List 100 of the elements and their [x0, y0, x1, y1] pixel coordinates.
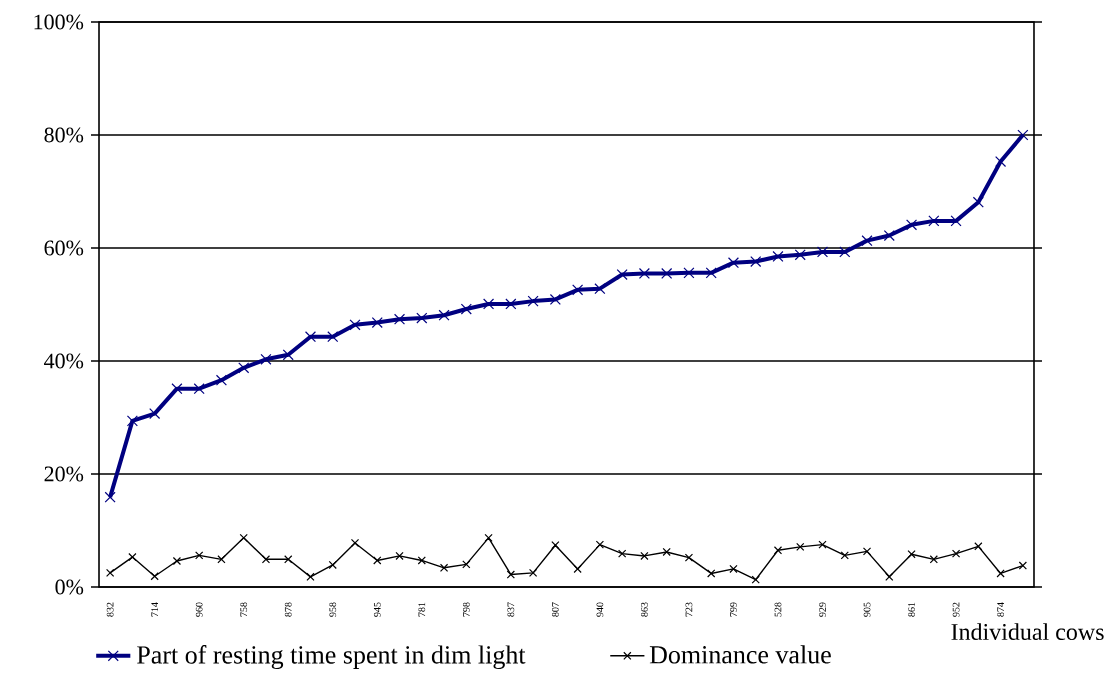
point — [907, 550, 916, 559]
point — [506, 570, 515, 579]
point — [171, 383, 183, 395]
point — [794, 249, 806, 261]
point — [150, 572, 159, 581]
y-tick-label: 100% — [34, 14, 84, 30]
point — [773, 546, 783, 555]
x-tick-label: 940 — [596, 602, 604, 617]
point — [573, 564, 582, 574]
x-tick-label: 528 — [774, 602, 782, 617]
point — [1018, 561, 1027, 570]
x-tick-label: 837 — [507, 602, 515, 617]
point — [885, 572, 894, 581]
x-tick-label: 929 — [819, 602, 826, 617]
point — [217, 555, 226, 564]
point — [750, 256, 762, 268]
point — [818, 540, 827, 549]
point — [729, 564, 738, 574]
point — [816, 246, 829, 258]
point — [261, 555, 271, 564]
point — [239, 533, 248, 542]
point — [349, 319, 361, 331]
x-tick-label: 863 — [641, 602, 648, 617]
point — [260, 353, 272, 365]
point — [284, 555, 293, 564]
point — [128, 552, 137, 562]
point — [861, 235, 873, 247]
point — [796, 542, 805, 552]
point — [104, 491, 116, 503]
x-axis-title: Individual cows — [951, 623, 1104, 641]
point — [683, 267, 695, 279]
point — [238, 362, 250, 374]
point — [906, 219, 918, 231]
point — [306, 572, 315, 581]
legend-label: Dominance value — [649, 645, 831, 664]
point — [640, 551, 649, 561]
point — [215, 374, 227, 386]
point — [483, 298, 495, 310]
point — [528, 568, 538, 578]
point — [638, 267, 650, 279]
point — [618, 549, 627, 558]
x-tick-label: 945 — [373, 602, 381, 617]
point — [373, 556, 382, 565]
point — [505, 298, 517, 310]
y-tick-label: 20% — [44, 466, 84, 482]
point — [106, 568, 115, 578]
x-tick-label: 874 — [997, 602, 1004, 617]
point — [616, 269, 628, 281]
point — [661, 267, 673, 279]
x-tick-label: 714 — [151, 602, 158, 617]
point — [727, 257, 740, 269]
x-tick-label: 807 — [552, 602, 559, 617]
x-tick-label: 758 — [240, 602, 248, 617]
point — [594, 283, 606, 295]
y-tick-label: 40% — [44, 353, 84, 369]
point — [684, 553, 694, 562]
point — [951, 549, 961, 558]
point — [839, 246, 851, 258]
point — [149, 408, 161, 420]
x-tick-label: 861 — [908, 602, 915, 617]
point — [527, 295, 539, 307]
point — [595, 540, 605, 549]
point — [439, 563, 449, 572]
point — [662, 547, 671, 557]
point — [862, 547, 872, 556]
point — [328, 560, 337, 570]
x-tick-label: 905 — [863, 602, 871, 617]
point — [195, 551, 204, 560]
legend-label: Part of resting time spent in dim light — [137, 645, 526, 670]
point — [840, 551, 849, 560]
point — [883, 230, 895, 242]
x-tick-label: 832 — [106, 602, 114, 617]
point — [972, 196, 984, 208]
point — [996, 569, 1005, 578]
point — [484, 533, 493, 542]
point — [751, 575, 760, 584]
point — [549, 293, 561, 305]
point — [417, 556, 426, 565]
point — [282, 349, 294, 361]
point — [950, 215, 962, 227]
x-tick-label: 960 — [195, 602, 203, 617]
point — [193, 383, 205, 395]
x-tick-label: 723 — [685, 602, 693, 617]
point — [460, 303, 472, 315]
point — [126, 415, 138, 427]
point — [551, 541, 560, 550]
point — [438, 309, 450, 321]
point — [929, 555, 938, 564]
x-tick-label: 799 — [730, 602, 737, 617]
point — [928, 215, 940, 227]
y-tick-label: 0% — [55, 579, 84, 595]
point — [393, 313, 406, 325]
point — [1017, 129, 1029, 141]
point — [572, 284, 584, 296]
point — [995, 156, 1007, 168]
x-tick-label: 878 — [284, 602, 292, 617]
y-tick-label: 60% — [44, 240, 84, 256]
x-tick-label: 958 — [329, 602, 337, 617]
point — [327, 331, 339, 343]
x-tick-label: 781 — [418, 602, 426, 617]
